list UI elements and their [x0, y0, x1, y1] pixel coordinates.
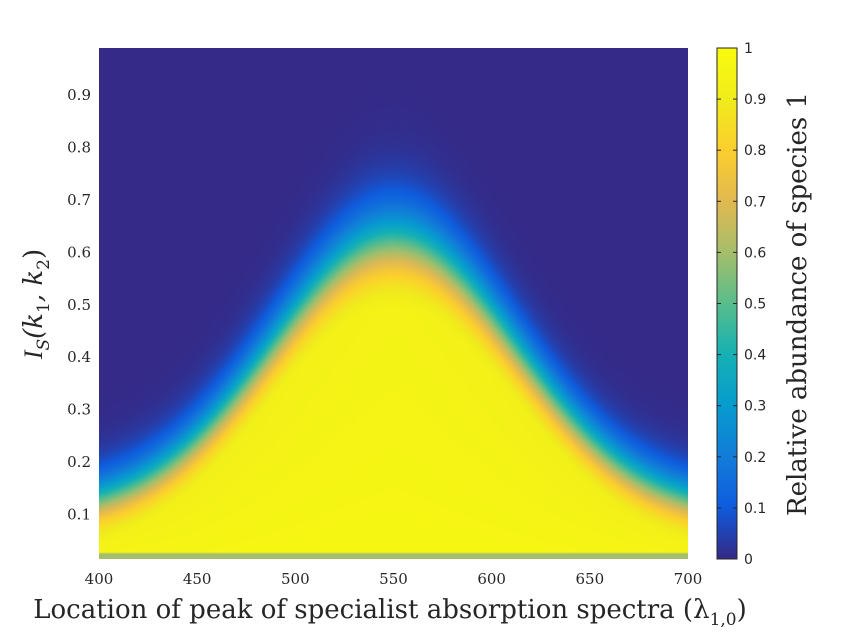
colorbar-tick-label: 0.6 [744, 245, 766, 261]
colorbar-title: Relative abundance of species 1 [783, 92, 813, 516]
y-tick-label: 0.2 [67, 453, 91, 471]
x-tick-label: 650 [576, 570, 605, 588]
y-tick-label: 0.4 [67, 348, 91, 366]
y-tick-label: 0.5 [67, 296, 91, 314]
x-tick-label: 600 [477, 570, 506, 588]
x-tick-label: 700 [674, 570, 703, 588]
colorbar-tick-label: 0 [744, 552, 753, 568]
x-axis-ticks: 400 450 500 550 600 650 700 [85, 570, 703, 588]
colorbar-tick-label: 0.9 [744, 92, 766, 108]
colorbar-tick-label: 1 [744, 41, 753, 57]
x-tick-label: 450 [183, 570, 212, 588]
colorbar-tick-label: 0.8 [744, 143, 766, 159]
x-tick-label: 550 [379, 570, 408, 588]
heatmap-image [99, 48, 688, 559]
colorbar-tick-label: 0.2 [744, 450, 766, 466]
x-axis-title: Location of peak of specialist absorptio… [33, 595, 747, 630]
y-axis-ticks: 0.1 0.2 0.3 0.4 0.5 0.6 0.7 0.8 0.9 [67, 86, 91, 523]
colorbar-tick-label: 0.5 [744, 297, 766, 313]
x-tick-label: 400 [85, 570, 114, 588]
y-tick-label: 0.9 [67, 86, 91, 104]
y-tick-label: 0.3 [67, 401, 91, 419]
colorbar-gradient [717, 48, 737, 559]
x-tick-label: 500 [281, 570, 310, 588]
colorbar-tick-label: 0.1 [744, 501, 766, 517]
y-tick-label: 0.7 [67, 191, 91, 209]
colorbar-tick-label: 0.3 [744, 399, 766, 415]
plot-area: 400 450 500 550 600 650 700 0.1 0.2 0.3 0.4 0.5 0.6… [67, 48, 702, 588]
y-tick-label: 0.6 [67, 243, 91, 261]
colorbar-tick-label: 0.4 [744, 348, 766, 364]
colorbar: 0 0.1 0.2 0.3 0.4 0.5 0.6 0.7 0.8 0.9 1 [716, 41, 766, 568]
y-axis-title: IS(k1, k2) [19, 249, 54, 360]
colorbar-tick-label: 0.7 [744, 194, 766, 210]
colorbar-ticks: 0 0.1 0.2 0.3 0.4 0.5 0.6 0.7 0.8 0.9 1 [717, 41, 766, 568]
y-tick-label: 0.1 [67, 505, 91, 523]
y-tick-label: 0.8 [67, 139, 91, 157]
